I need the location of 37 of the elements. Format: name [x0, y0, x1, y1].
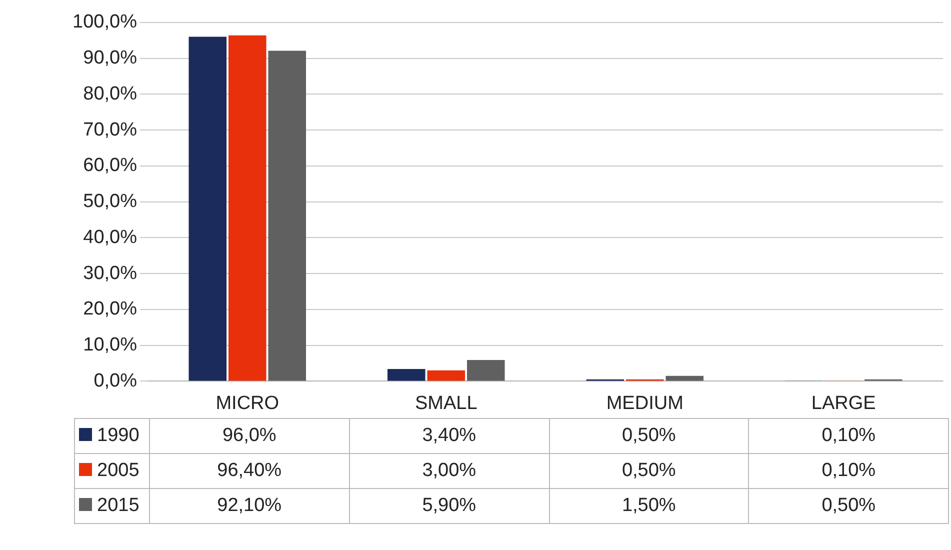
y-tick-label: 50,0% [83, 191, 138, 212]
y-tick-label: 10,0% [83, 334, 138, 356]
legend-label: 2005 [97, 460, 140, 481]
y-tick-label: 80,0% [83, 83, 138, 104]
data-label: 0,10% [748, 454, 948, 488]
y-tick-label: 40,0% [83, 226, 138, 248]
bar [228, 35, 266, 381]
bar [268, 50, 306, 381]
data-label: 96,40% [150, 454, 350, 488]
x-tick-label: SMALL [414, 392, 478, 414]
data-label: 0,50% [748, 488, 948, 524]
x-tick-label: MEDIUM [606, 392, 684, 414]
y-tick-label: 30,0% [83, 262, 138, 284]
data-label: 0,50% [549, 454, 749, 488]
bar [666, 376, 704, 381]
y-tick-label: 100,0% [72, 12, 138, 33]
data-label: 5,90% [349, 488, 549, 524]
legend-label: 2015 [97, 495, 140, 516]
x-tick-label: MICRO [216, 392, 280, 414]
data-label: 0,10% [748, 418, 948, 454]
bar [427, 370, 466, 381]
x-tick-label: LARGE [811, 392, 876, 414]
data-label: 92,10% [150, 488, 350, 524]
y-tick-label: 0,0% [94, 370, 138, 392]
data-label: 96,0% [150, 418, 350, 454]
bar [387, 369, 426, 381]
data-label: 3,40% [349, 418, 549, 454]
y-tick-label: 60,0% [83, 155, 138, 176]
legend-label: 1990 [97, 425, 140, 446]
y-tick-label: 90,0% [83, 48, 138, 69]
y-tick-label: 70,0% [83, 119, 138, 140]
bar [188, 36, 227, 381]
y-tick-label: 20,0% [83, 298, 138, 320]
data-label: 3,00% [349, 454, 549, 488]
data-label: 1,50% [549, 488, 749, 524]
data-label: 0,50% [549, 418, 749, 454]
bar [466, 360, 505, 381]
